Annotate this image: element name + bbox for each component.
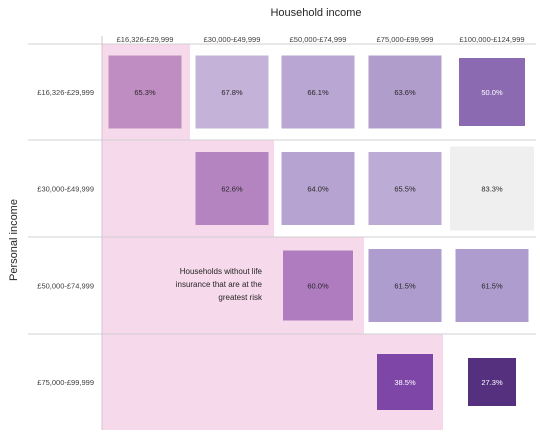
heatmap-cell [368, 152, 442, 225]
cell-value-label: 67.8% [221, 88, 243, 97]
heatmap-cell [195, 55, 269, 129]
row-dividers [28, 36, 536, 430]
heatmap-cell [377, 354, 433, 410]
heatmap-cell [281, 152, 355, 225]
cell-value-label: 64.0% [307, 185, 329, 194]
cell-value-label: 65.5% [394, 185, 416, 194]
x-axis-title: Household income [270, 7, 361, 19]
y-axis-title: Personal income [8, 199, 20, 281]
x-tick-label: £30,000-£49,999 [204, 35, 261, 44]
x-axis-ticks: £16,326-£29,999 £30,000-£49,999 £50,000-£7… [117, 35, 525, 44]
cell-value-label: 61.5% [481, 282, 503, 291]
cell-value-label: 62.6% [221, 185, 243, 194]
x-tick-label: £100,000-£124,999 [459, 35, 524, 44]
y-tick-label: £30,000-£49,999 [37, 185, 94, 194]
x-tick-label: £50,000-£74,999 [290, 35, 347, 44]
heatmap-cell [281, 55, 355, 129]
y-axis-ticks: £16,326-£29,999 £30,000-£49,999 £50,000-£7… [37, 88, 94, 387]
cell-value-label: 66.1% [307, 88, 329, 97]
heatmap-cell [283, 250, 353, 321]
cell-value-label: 27.3% [481, 378, 503, 387]
heatmap-cell [368, 249, 442, 322]
x-tick-label: £75,000-£99,999 [377, 35, 434, 44]
cell-value-label: 61.5% [394, 282, 416, 291]
heatmap-cell [459, 58, 525, 126]
heatmap-cell [368, 55, 442, 129]
y-tick-label: £75,000-£99,999 [37, 378, 94, 387]
cell-value-label: 50.0% [481, 88, 503, 97]
heatmap-cell [450, 146, 534, 231]
highlight-note: Households without life insurance that ar… [176, 267, 263, 302]
heatmap-cell [468, 358, 516, 406]
y-tick-label: £50,000-£74,999 [37, 282, 94, 291]
cell-value-label: 83.3% [481, 185, 503, 194]
cell-value-label: 63.6% [394, 88, 416, 97]
heatmap-cell [108, 55, 182, 129]
heatmap-cell [195, 152, 269, 225]
cell-value-label: 60.0% [307, 282, 329, 291]
cell-value-label: 38.5% [394, 378, 416, 387]
cell-value-label: 65.3% [134, 88, 156, 97]
y-tick-label: £16,326-£29,999 [37, 88, 94, 97]
heatmap-cells: 65.3% 67.8% 66.1% 63.6% 50.0% 62.6% 64.0% 65.5%… [108, 55, 534, 410]
x-tick-label: £16,326-£29,999 [117, 35, 174, 44]
heatmap-cell [455, 249, 529, 322]
